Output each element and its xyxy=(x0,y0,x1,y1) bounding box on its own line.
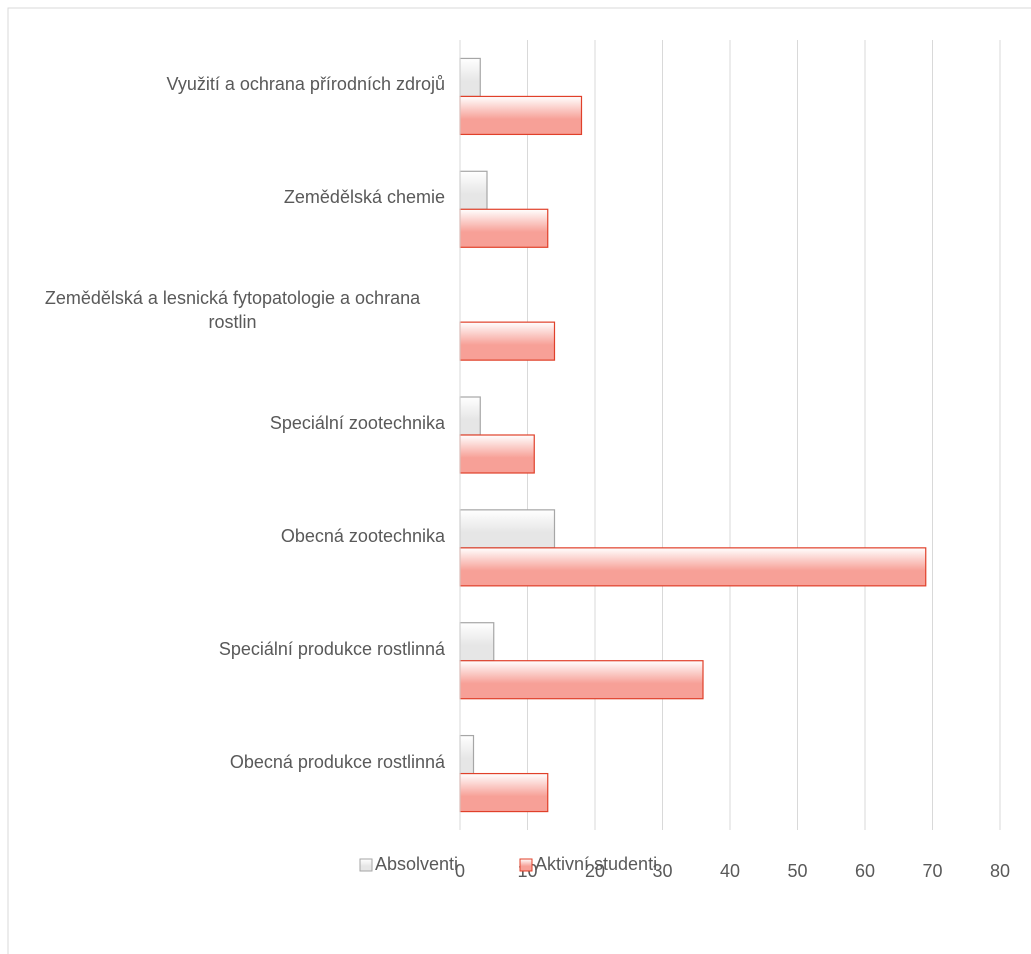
bar xyxy=(459,95,583,136)
legend-swatch xyxy=(359,858,373,872)
x-tick-label: 70 xyxy=(922,861,942,881)
bar xyxy=(459,509,556,549)
y-tick-label: Obecná produkce rostlinná xyxy=(229,751,445,772)
y-tick-label: Obecná zootechnika xyxy=(280,525,445,546)
legend-swatch xyxy=(519,858,533,872)
x-tick-label: 40 xyxy=(720,861,740,881)
category-label-box: Zemědělská chemie xyxy=(15,167,445,227)
x-tick-label: 20 xyxy=(585,861,605,881)
bar xyxy=(459,772,549,813)
y-tick-label: Využití a ochrana přírodních zdrojů xyxy=(166,74,445,95)
bar xyxy=(459,734,475,775)
x-tick-label: 80 xyxy=(990,861,1010,881)
chart-border xyxy=(7,7,1031,954)
category-label-box: Obecná zootechnika xyxy=(15,506,445,566)
bar xyxy=(459,622,495,662)
category-label-box: Zemědělská a lesnická fytopatologie a oc… xyxy=(15,280,445,340)
y-tick-label: Zemědělská a lesnická fytopatologie a oc… xyxy=(44,288,421,333)
bar xyxy=(459,434,535,474)
bar xyxy=(459,321,556,361)
category-label-box: Obecná produkce rostlinná xyxy=(15,732,445,792)
category-label-box: Speciální zootechnika xyxy=(15,393,445,453)
y-tick-label: Zemědělská chemie xyxy=(283,187,445,208)
bar xyxy=(459,57,481,98)
category-label-box: Využití a ochrana přírodních zdrojů xyxy=(15,54,445,114)
x-tick-label: 60 xyxy=(855,861,875,881)
x-tick-label: 30 xyxy=(652,861,672,881)
bar xyxy=(459,547,927,587)
x-tick-label: 50 xyxy=(787,861,807,881)
bar xyxy=(459,396,481,436)
bar xyxy=(459,660,704,700)
category-label-box: Speciální produkce rostlinná xyxy=(15,619,445,679)
bar xyxy=(459,208,549,248)
x-tick-label: 0 xyxy=(455,861,465,881)
legend-label: Aktivní studenti xyxy=(535,854,657,874)
y-tick-label: Speciální zootechnika xyxy=(269,413,445,433)
bar xyxy=(459,170,488,210)
legend-label: Absolventi xyxy=(375,854,458,874)
y-tick-label: Speciální produkce rostlinná xyxy=(218,638,445,659)
